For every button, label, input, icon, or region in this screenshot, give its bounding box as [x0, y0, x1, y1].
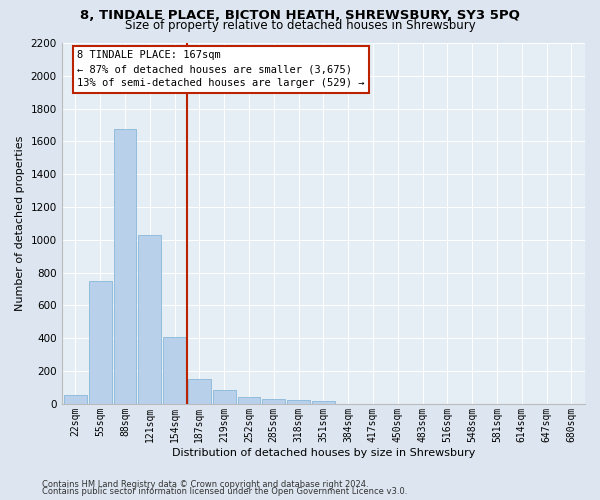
- Bar: [64, 395, 87, 404]
- Bar: [238, 396, 260, 404]
- Bar: [163, 336, 186, 404]
- Bar: [188, 380, 211, 404]
- Bar: [312, 401, 335, 404]
- Bar: [113, 129, 136, 404]
- Text: 8 TINDALE PLACE: 167sqm
← 87% of detached houses are smaller (3,675)
13% of semi: 8 TINDALE PLACE: 167sqm ← 87% of detache…: [77, 50, 365, 88]
- Bar: [213, 390, 236, 404]
- Text: Contains HM Land Registry data © Crown copyright and database right 2024.: Contains HM Land Registry data © Crown c…: [42, 480, 368, 489]
- Text: Contains public sector information licensed under the Open Government Licence v3: Contains public sector information licen…: [42, 487, 407, 496]
- Bar: [287, 400, 310, 404]
- Bar: [89, 281, 112, 404]
- Y-axis label: Number of detached properties: Number of detached properties: [15, 136, 25, 311]
- Text: 8, TINDALE PLACE, BICTON HEATH, SHREWSBURY, SY3 5PQ: 8, TINDALE PLACE, BICTON HEATH, SHREWSBU…: [80, 9, 520, 22]
- Bar: [262, 398, 285, 404]
- X-axis label: Distribution of detached houses by size in Shrewsbury: Distribution of detached houses by size …: [172, 448, 475, 458]
- Text: Size of property relative to detached houses in Shrewsbury: Size of property relative to detached ho…: [125, 19, 475, 32]
- Bar: [139, 235, 161, 404]
